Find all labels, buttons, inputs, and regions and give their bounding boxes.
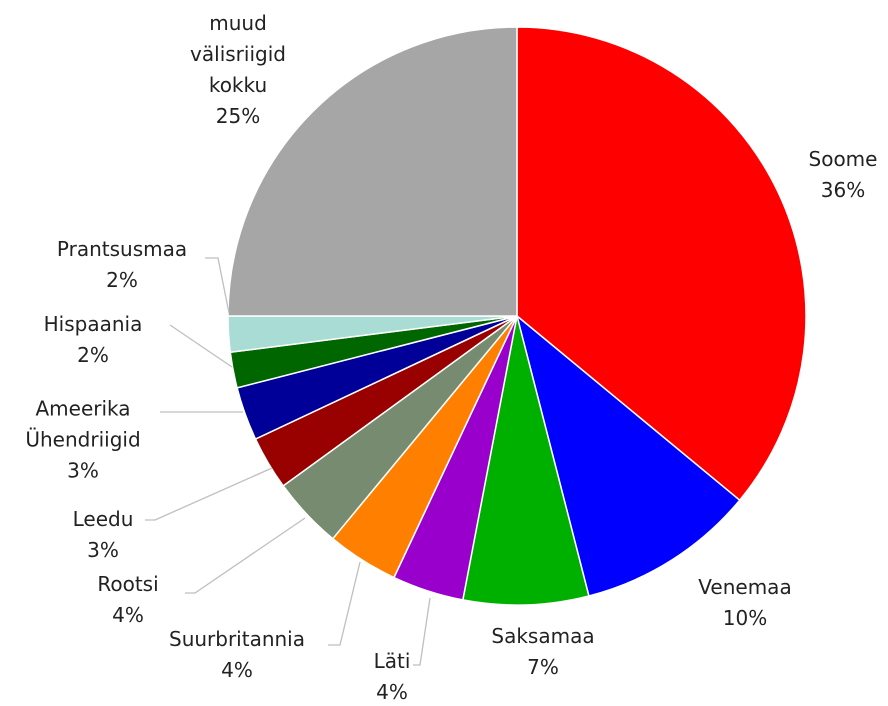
value-label: 10% (722, 606, 768, 630)
category-label: Leedu (72, 507, 134, 531)
category-label: Saksamaa (491, 624, 595, 648)
pie-slice (515, 313, 741, 597)
value-label: 36% (820, 178, 866, 202)
slice-label: muud välisriigid kokku 25% (190, 8, 286, 132)
pie-slice (516, 26, 807, 502)
category-label: Rootsi (97, 572, 159, 596)
value-label: 4% (376, 680, 408, 704)
slice-label: Rootsi 4% (97, 569, 158, 631)
value-label: 3% (67, 458, 99, 483)
slice-label: Hispaania 2% (44, 309, 143, 371)
leader-line (145, 467, 273, 521)
leader-line (205, 257, 230, 314)
category-label: Läti (373, 649, 411, 673)
leader-line (169, 324, 233, 368)
leader-line (328, 561, 361, 646)
slice-label: Ameerika Ühendriigid 3% (25, 394, 140, 487)
value-label: 2% (77, 343, 109, 367)
slice-label: Läti 4% (374, 646, 411, 706)
slice-label: Suurbritannia 4% (169, 624, 305, 686)
value-label: 3% (87, 538, 119, 562)
slice-label: Saksamaa 7% (491, 621, 594, 683)
category-label: muud välisriigid kokku (190, 11, 286, 97)
slice-label: Leedu 3% (73, 504, 134, 566)
category-label: Ameerika Ühendriigid (25, 396, 141, 452)
value-label: 25% (215, 104, 261, 128)
category-label: Prantsusmaa (56, 237, 188, 261)
slice-label: Venemaa 10% (698, 572, 791, 634)
leader-line (413, 597, 431, 666)
value-label: 4% (112, 603, 144, 627)
value-label: 4% (221, 658, 253, 682)
value-label: 2% (106, 268, 138, 292)
value-label: 7% (527, 655, 559, 679)
category-label: Suurbritannia (168, 627, 306, 651)
leader-line (185, 517, 306, 594)
pie-slice (461, 315, 590, 606)
slice-label: Soome 36% (809, 144, 878, 206)
slice-label: Prantsusmaa 2% (57, 234, 187, 296)
category-label: Venemaa (698, 575, 792, 599)
category-label: Soome (808, 147, 878, 171)
pie-slice (227, 26, 518, 317)
category-label: Hispaania (43, 312, 143, 336)
